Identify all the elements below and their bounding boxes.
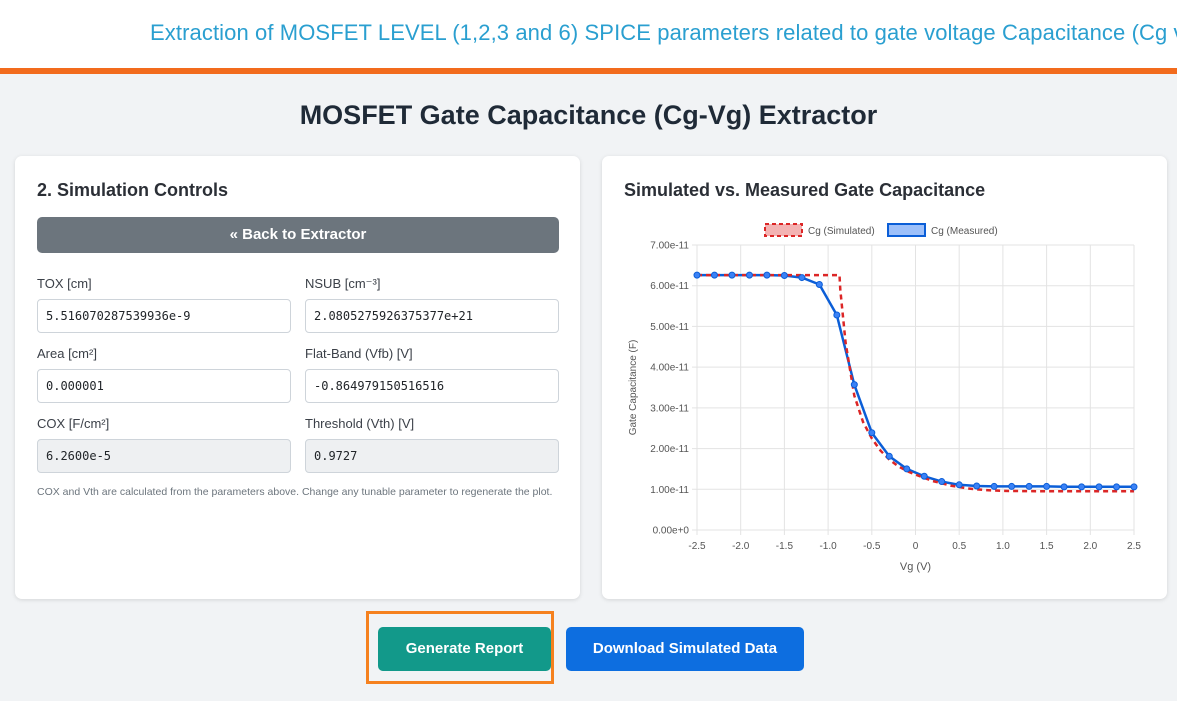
x-tick-label: -1.0 — [819, 541, 837, 552]
measured-point — [815, 280, 823, 288]
vfb-input[interactable]: -0.864979150516516 — [305, 369, 559, 403]
nsub-field: NSUB [cm⁻³] 2.0805275926375377e+21 — [305, 276, 559, 333]
measured-point — [885, 452, 893, 460]
simulation-controls-card: 2. Simulation Controls « Back to Extract… — [15, 156, 580, 599]
chart-title: Simulated vs. Measured Gate Capacitance — [624, 180, 986, 200]
x-tick-label: 1.0 — [996, 541, 1010, 552]
measured-point — [1025, 482, 1033, 490]
focus-highlight-box — [366, 611, 554, 684]
simulated-series-line — [697, 273, 1134, 493]
x-tick-label: 0.5 — [952, 541, 966, 552]
measured-point — [920, 472, 928, 480]
legend-simulated-label: Cg (Simulated) — [808, 226, 875, 237]
vth-label: Threshold (Vth) [V] — [305, 416, 415, 431]
measured-point — [868, 429, 876, 437]
measured-point — [780, 272, 788, 280]
measured-point — [1078, 483, 1086, 491]
generate-report-button[interactable]: Generate Report — [378, 627, 551, 671]
cox-field: COX [F/cm²] 6.2600e-5 — [37, 416, 291, 473]
x-tick-label: 0 — [913, 541, 919, 552]
measured-point — [1008, 482, 1016, 490]
vfb-label: Flat-Band (Vfb) [V] — [305, 346, 413, 361]
header-title: Extraction of MOSFET LEVEL (1,2,3 and 6)… — [150, 20, 1177, 45]
y-tick-label: 6.00e-11 — [650, 281, 689, 292]
measured-point — [1113, 483, 1121, 491]
x-tick-label: -0.5 — [863, 541, 881, 552]
tox-input[interactable]: 5.516070287539936e-9 — [37, 299, 291, 333]
help-note: COX and Vth are calculated from the para… — [37, 486, 553, 498]
measured-point — [798, 274, 806, 282]
vfb-field: Flat-Band (Vfb) [V] -0.864979150516516 — [305, 346, 559, 403]
nsub-input[interactable]: 2.0805275926375377e+21 — [305, 299, 559, 333]
measured-point — [955, 481, 963, 489]
y-tick-label: 7.00e-11 — [650, 241, 689, 252]
back-to-extractor-button[interactable]: « Back to Extractor — [37, 217, 559, 253]
controls-title: 2. Simulation Controls — [37, 180, 229, 200]
legend-measured-swatch — [887, 223, 926, 237]
area-label: Area [cm²] — [37, 346, 97, 361]
tox-field: TOX [cm] 5.516070287539936e-9 — [37, 276, 291, 333]
measured-point — [903, 465, 911, 473]
measured-point — [693, 271, 701, 279]
y-tick-label: 2.00e-11 — [650, 444, 689, 455]
measured-point — [850, 381, 858, 389]
tox-label: TOX [cm] — [37, 276, 92, 291]
measured-point — [833, 311, 841, 319]
measured-point — [990, 482, 998, 490]
measured-point — [1130, 483, 1138, 491]
y-axis-label: Gate Capacitance (F) — [628, 340, 639, 436]
chart-card: Simulated vs. Measured Gate Capacitance … — [602, 156, 1167, 599]
y-tick-label: 4.00e-11 — [650, 363, 689, 374]
vth-readonly-input: 0.9727 — [305, 439, 559, 473]
measured-point — [763, 271, 771, 279]
x-tick-label: -1.5 — [776, 541, 794, 552]
capacitance-chart: -2.5 -2.0 -1.5 -1.0 -0.5 0 0.5 1.0 1.5 2.0 2.5 0.00… — [628, 223, 1141, 573]
measured-point — [938, 478, 946, 486]
page-title: MOSFET Gate Capacitance (Cg-Vg) Extracto… — [299, 100, 878, 130]
cox-label: COX [F/cm²] — [37, 416, 110, 431]
download-simulated-data-button[interactable]: Download Simulated Data — [566, 627, 804, 671]
area-field: Area [cm²] 0.000001 — [37, 346, 291, 403]
measured-point — [710, 271, 718, 279]
measured-point — [1095, 483, 1103, 491]
y-tick-label: 0.00e+0 — [653, 526, 690, 537]
x-axis-label: Vg (V) — [900, 561, 931, 573]
vth-field: Threshold (Vth) [V] 0.9727 — [305, 416, 559, 473]
y-tick-label: 3.00e-11 — [650, 403, 689, 414]
cox-readonly-input: 6.2600e-5 — [37, 439, 291, 473]
y-tick-label: 1.00e-11 — [650, 485, 689, 496]
measured-point — [1043, 482, 1051, 490]
x-tick-label: -2.5 — [688, 541, 706, 552]
x-tick-label: 2.0 — [1083, 541, 1097, 552]
x-tick-label: 2.5 — [1127, 541, 1141, 552]
y-tick-label: 5.00e-11 — [650, 322, 689, 333]
measured-point — [745, 271, 753, 279]
measured-point — [1060, 483, 1068, 491]
x-tick-label: 1.5 — [1040, 541, 1054, 552]
measured-point — [973, 482, 981, 490]
nsub-label: NSUB [cm⁻³] — [305, 276, 381, 291]
x-tick-label: -2.0 — [732, 541, 750, 552]
measured-point — [728, 271, 736, 279]
legend-measured-label: Cg (Measured) — [931, 226, 998, 237]
area-input[interactable]: 0.000001 — [37, 369, 291, 403]
top-header: Extraction of MOSFET LEVEL (1,2,3 and 6)… — [0, 0, 1177, 74]
legend-simulated-swatch — [764, 223, 803, 237]
